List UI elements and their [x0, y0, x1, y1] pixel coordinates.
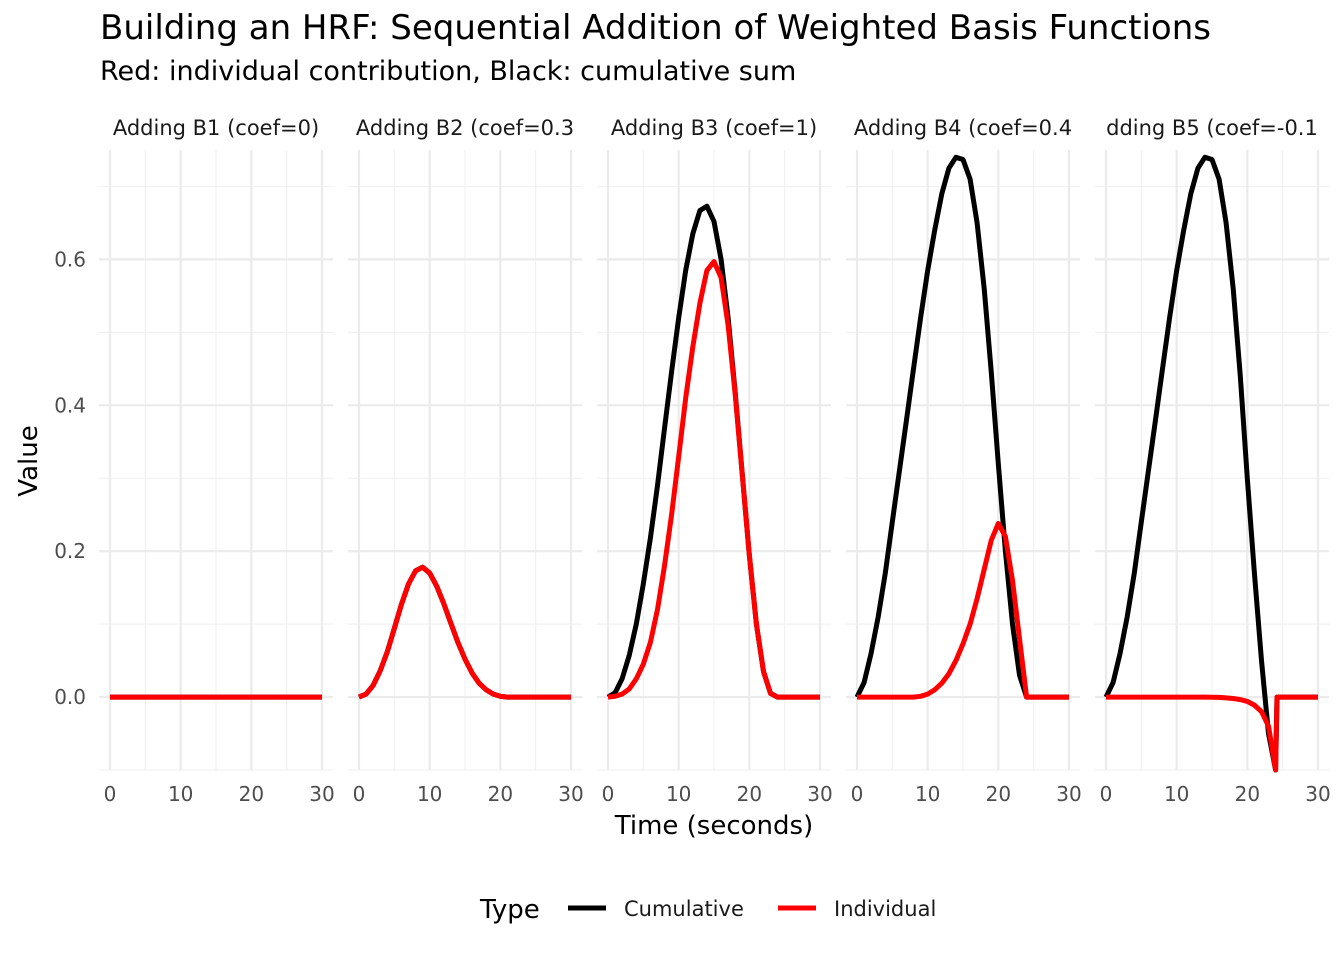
- x-tick-label: 30: [558, 782, 583, 806]
- legend-label: Individual: [834, 897, 936, 921]
- y-axis-title: Value: [14, 425, 44, 496]
- series-line-individual: [358, 564, 571, 700]
- y-tick-label: 0.4: [54, 393, 86, 417]
- x-tick-label: 0: [104, 782, 117, 806]
- legend: Type Cumulative Individual: [479, 895, 936, 925]
- x-tick-label: 20: [737, 782, 762, 806]
- facet-panel-1: Adding B1 (coef=0) 0 10 20 30: [99, 116, 335, 806]
- facet-panel-3: Adding B3 (coef=1) 0 10 20 30: [597, 116, 833, 806]
- series-line-individual: [857, 521, 1069, 700]
- x-tick-label: 20: [986, 782, 1011, 806]
- facet-panel-5: dding B5 (coef=-0.1 0 10 20 30: [1095, 116, 1331, 806]
- x-tick-label: 0: [851, 782, 864, 806]
- y-tick-label: 0.2: [54, 539, 86, 563]
- x-tick-label: 20: [488, 782, 513, 806]
- chart-title: Building an HRF: Sequential Addition of …: [100, 8, 1211, 48]
- x-axis-title: Time (seconds): [614, 811, 813, 841]
- x-tick-label: 0: [1100, 782, 1113, 806]
- x-tick-label: 10: [1164, 782, 1189, 806]
- x-tick-label: 30: [1305, 782, 1330, 806]
- x-tick-label: 0: [353, 782, 366, 806]
- x-tick-label: 30: [1056, 782, 1081, 806]
- chart-subtitle: Red: individual contribution, Black: cum…: [100, 56, 797, 87]
- x-tick-label: 20: [239, 782, 264, 806]
- x-tick-label: 10: [417, 782, 442, 806]
- facet-panel-2: Adding B2 (coef=0.3 0 10 20 30: [348, 116, 584, 806]
- x-tick-label: 30: [309, 782, 334, 806]
- facet-strip-label: Adding B2 (coef=0.3: [356, 116, 574, 140]
- x-tick-label: 10: [168, 782, 193, 806]
- x-tick-label: 10: [666, 782, 691, 806]
- y-tick-label: 0.0: [54, 685, 86, 709]
- facet-strip-label: Adding B1 (coef=0): [113, 116, 319, 140]
- facet-panel-4: Adding B4 (coef=0.4 0 10 20 30: [846, 116, 1082, 806]
- x-tick-label: 30: [807, 782, 832, 806]
- x-tick-label: 20: [1235, 782, 1260, 806]
- y-tick-label: 0.6: [54, 247, 86, 271]
- series-line-individual: [607, 259, 820, 700]
- x-tick-label: 10: [915, 782, 940, 806]
- facet-strip-label: dding B5 (coef=-0.1: [1106, 116, 1318, 140]
- facet-strip-label: Adding B3 (coef=1): [611, 116, 817, 140]
- legend-title: Type: [479, 895, 540, 925]
- series-line-individual: [1106, 694, 1318, 773]
- facet-strip-label: Adding B4 (coef=0.4: [854, 116, 1072, 140]
- x-tick-label: 0: [602, 782, 615, 806]
- legend-label: Cumulative: [624, 897, 744, 921]
